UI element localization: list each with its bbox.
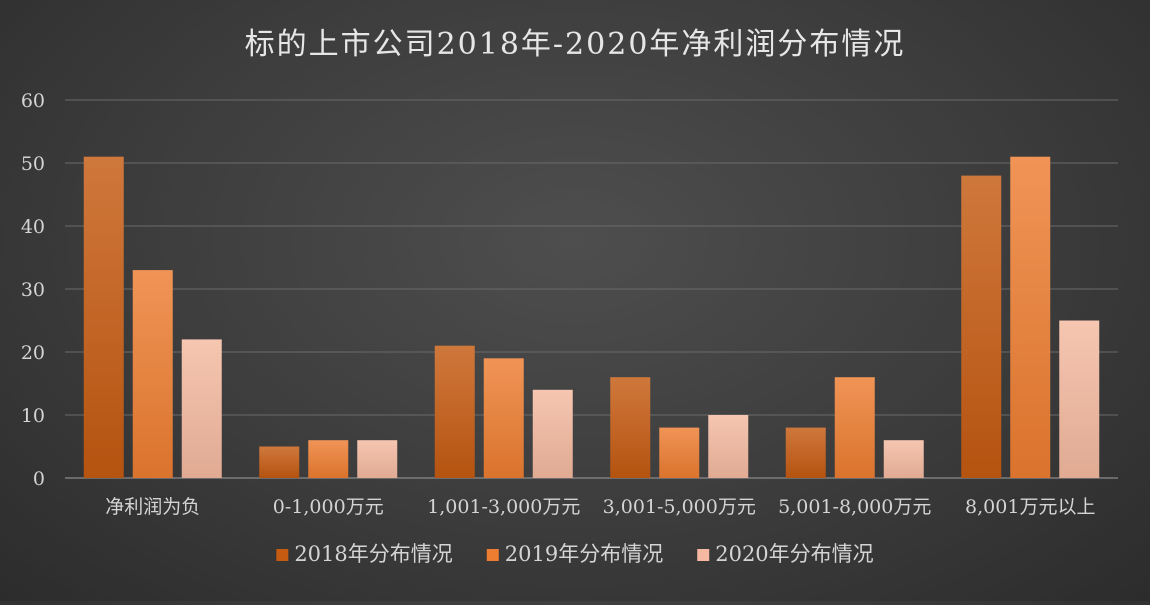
bar <box>785 427 826 478</box>
bars <box>83 156 1100 478</box>
x-tick-label: 1,001-3,000万元 <box>427 496 580 518</box>
legend: 2018年分布情况 2019年分布情况 2020年分布情况 <box>276 542 874 566</box>
x-tick-label: 8,001万元以上 <box>965 496 1095 518</box>
x-axis: 净利润为负 0-1,000万元 1,001-3,000万元 3,001-5,000万元… <box>105 496 1095 518</box>
bar <box>1059 320 1100 478</box>
x-tick-label: 3,001-5,000万元 <box>603 496 756 518</box>
y-tick-label: 30 <box>21 279 45 301</box>
bar <box>132 270 173 478</box>
bar <box>308 440 349 478</box>
bar <box>834 377 875 478</box>
bar <box>659 427 700 478</box>
bar <box>483 358 524 478</box>
x-tick-label: 净利润为负 <box>105 496 200 518</box>
legend-swatch <box>697 549 710 561</box>
y-axis: 0 10 20 30 40 50 60 <box>21 90 45 490</box>
y-tick-label: 60 <box>21 90 45 112</box>
bar <box>708 415 749 478</box>
y-tick-label: 50 <box>21 153 45 175</box>
x-tick-label: 0-1,000万元 <box>273 496 384 518</box>
bar <box>532 389 573 478</box>
bar <box>1010 156 1051 478</box>
bar <box>434 345 475 478</box>
y-tick-label: 0 <box>33 468 45 490</box>
bar <box>883 440 924 478</box>
legend-label: 2018年分布情况 <box>294 542 452 566</box>
legend-label: 2019年分布情况 <box>505 542 663 566</box>
x-tick-label: 5,001-8,000万元 <box>778 496 931 518</box>
legend-swatch <box>486 549 499 561</box>
legend-label: 2020年分布情况 <box>715 542 873 566</box>
y-tick-label: 40 <box>21 216 45 238</box>
bar <box>259 446 300 478</box>
bar <box>357 440 398 478</box>
bar <box>83 156 124 478</box>
legend-swatch <box>276 549 289 561</box>
bar <box>610 377 651 478</box>
bar <box>181 339 222 478</box>
bar <box>961 175 1002 478</box>
y-tick-label: 20 <box>21 342 45 364</box>
gridlines <box>65 99 1118 479</box>
chart-title: 标的上市公司2018年-2020年净利润分布情况 <box>245 27 906 62</box>
y-tick-label: 10 <box>21 405 45 427</box>
